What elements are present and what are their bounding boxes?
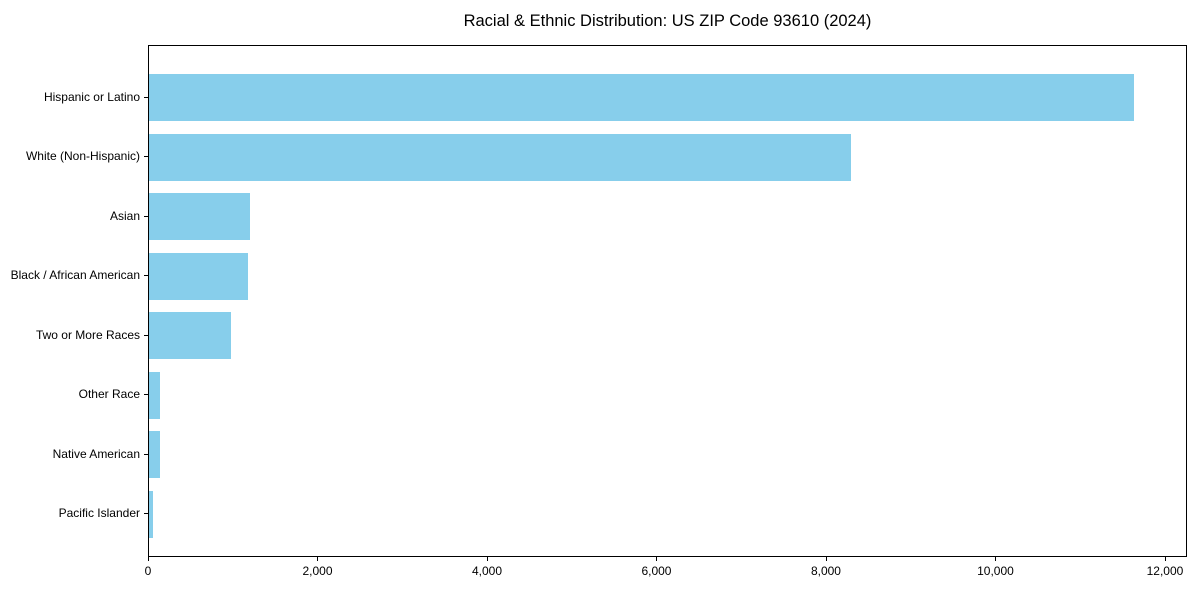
chart-title: Racial & Ethnic Distribution: US ZIP Cod… — [463, 12, 872, 30]
bar-white-non-hispanic — [149, 133, 852, 181]
x-tick-mark — [656, 557, 658, 561]
x-tick-label: 4,000 — [471, 564, 502, 578]
bar-native-american — [149, 431, 160, 479]
x-tick-label: 2,000 — [302, 564, 333, 578]
y-tick-mark — [144, 156, 148, 158]
bar-hispanic-or-latino — [149, 74, 1135, 121]
bar-other-race — [149, 371, 161, 419]
y-tick-mark — [144, 334, 148, 336]
y-tick-label-hispanic-or-latino: Hispanic or Latino — [43, 89, 140, 104]
x-tick-mark — [317, 557, 319, 561]
y-tick-mark — [144, 215, 148, 217]
y-tick-mark — [144, 275, 148, 277]
y-tick-label-black-african-american: Black / African American — [10, 268, 140, 283]
plot-area — [148, 45, 1187, 557]
y-tick-label-other-race: Other Race — [78, 387, 140, 402]
y-tick-mark — [144, 453, 148, 455]
bar-two-or-more-races — [149, 312, 232, 360]
x-tick-mark — [148, 557, 149, 561]
x-tick-label: 6,000 — [641, 564, 672, 578]
x-tick-label: 12,000 — [1146, 564, 1184, 578]
y-tick-label-two-or-more-races: Two or More Races — [35, 327, 140, 342]
bar-asian — [149, 193, 250, 241]
x-tick-label: 10,000 — [977, 564, 1014, 578]
y-tick-label-white-non-hispanic: White (Non-Hispanic) — [25, 149, 140, 164]
bar-black-african-american — [149, 252, 248, 300]
y-tick-mark — [144, 394, 148, 396]
y-tick-mark — [144, 513, 148, 515]
x-tick-mark — [995, 557, 997, 561]
x-tick-mark — [1164, 557, 1166, 561]
x-tick-label: 8,000 — [810, 564, 841, 578]
x-tick-mark — [825, 557, 827, 561]
y-tick-label-pacific-islander: Pacific Islander — [58, 506, 140, 521]
bar-pacific-islander — [149, 490, 154, 538]
y-tick-label-native-american: Native American — [52, 446, 140, 461]
x-tick-label: 0 — [144, 564, 152, 578]
y-tick-mark — [144, 96, 148, 98]
x-tick-mark — [486, 557, 488, 561]
y-tick-label-asian: Asian — [109, 208, 140, 223]
